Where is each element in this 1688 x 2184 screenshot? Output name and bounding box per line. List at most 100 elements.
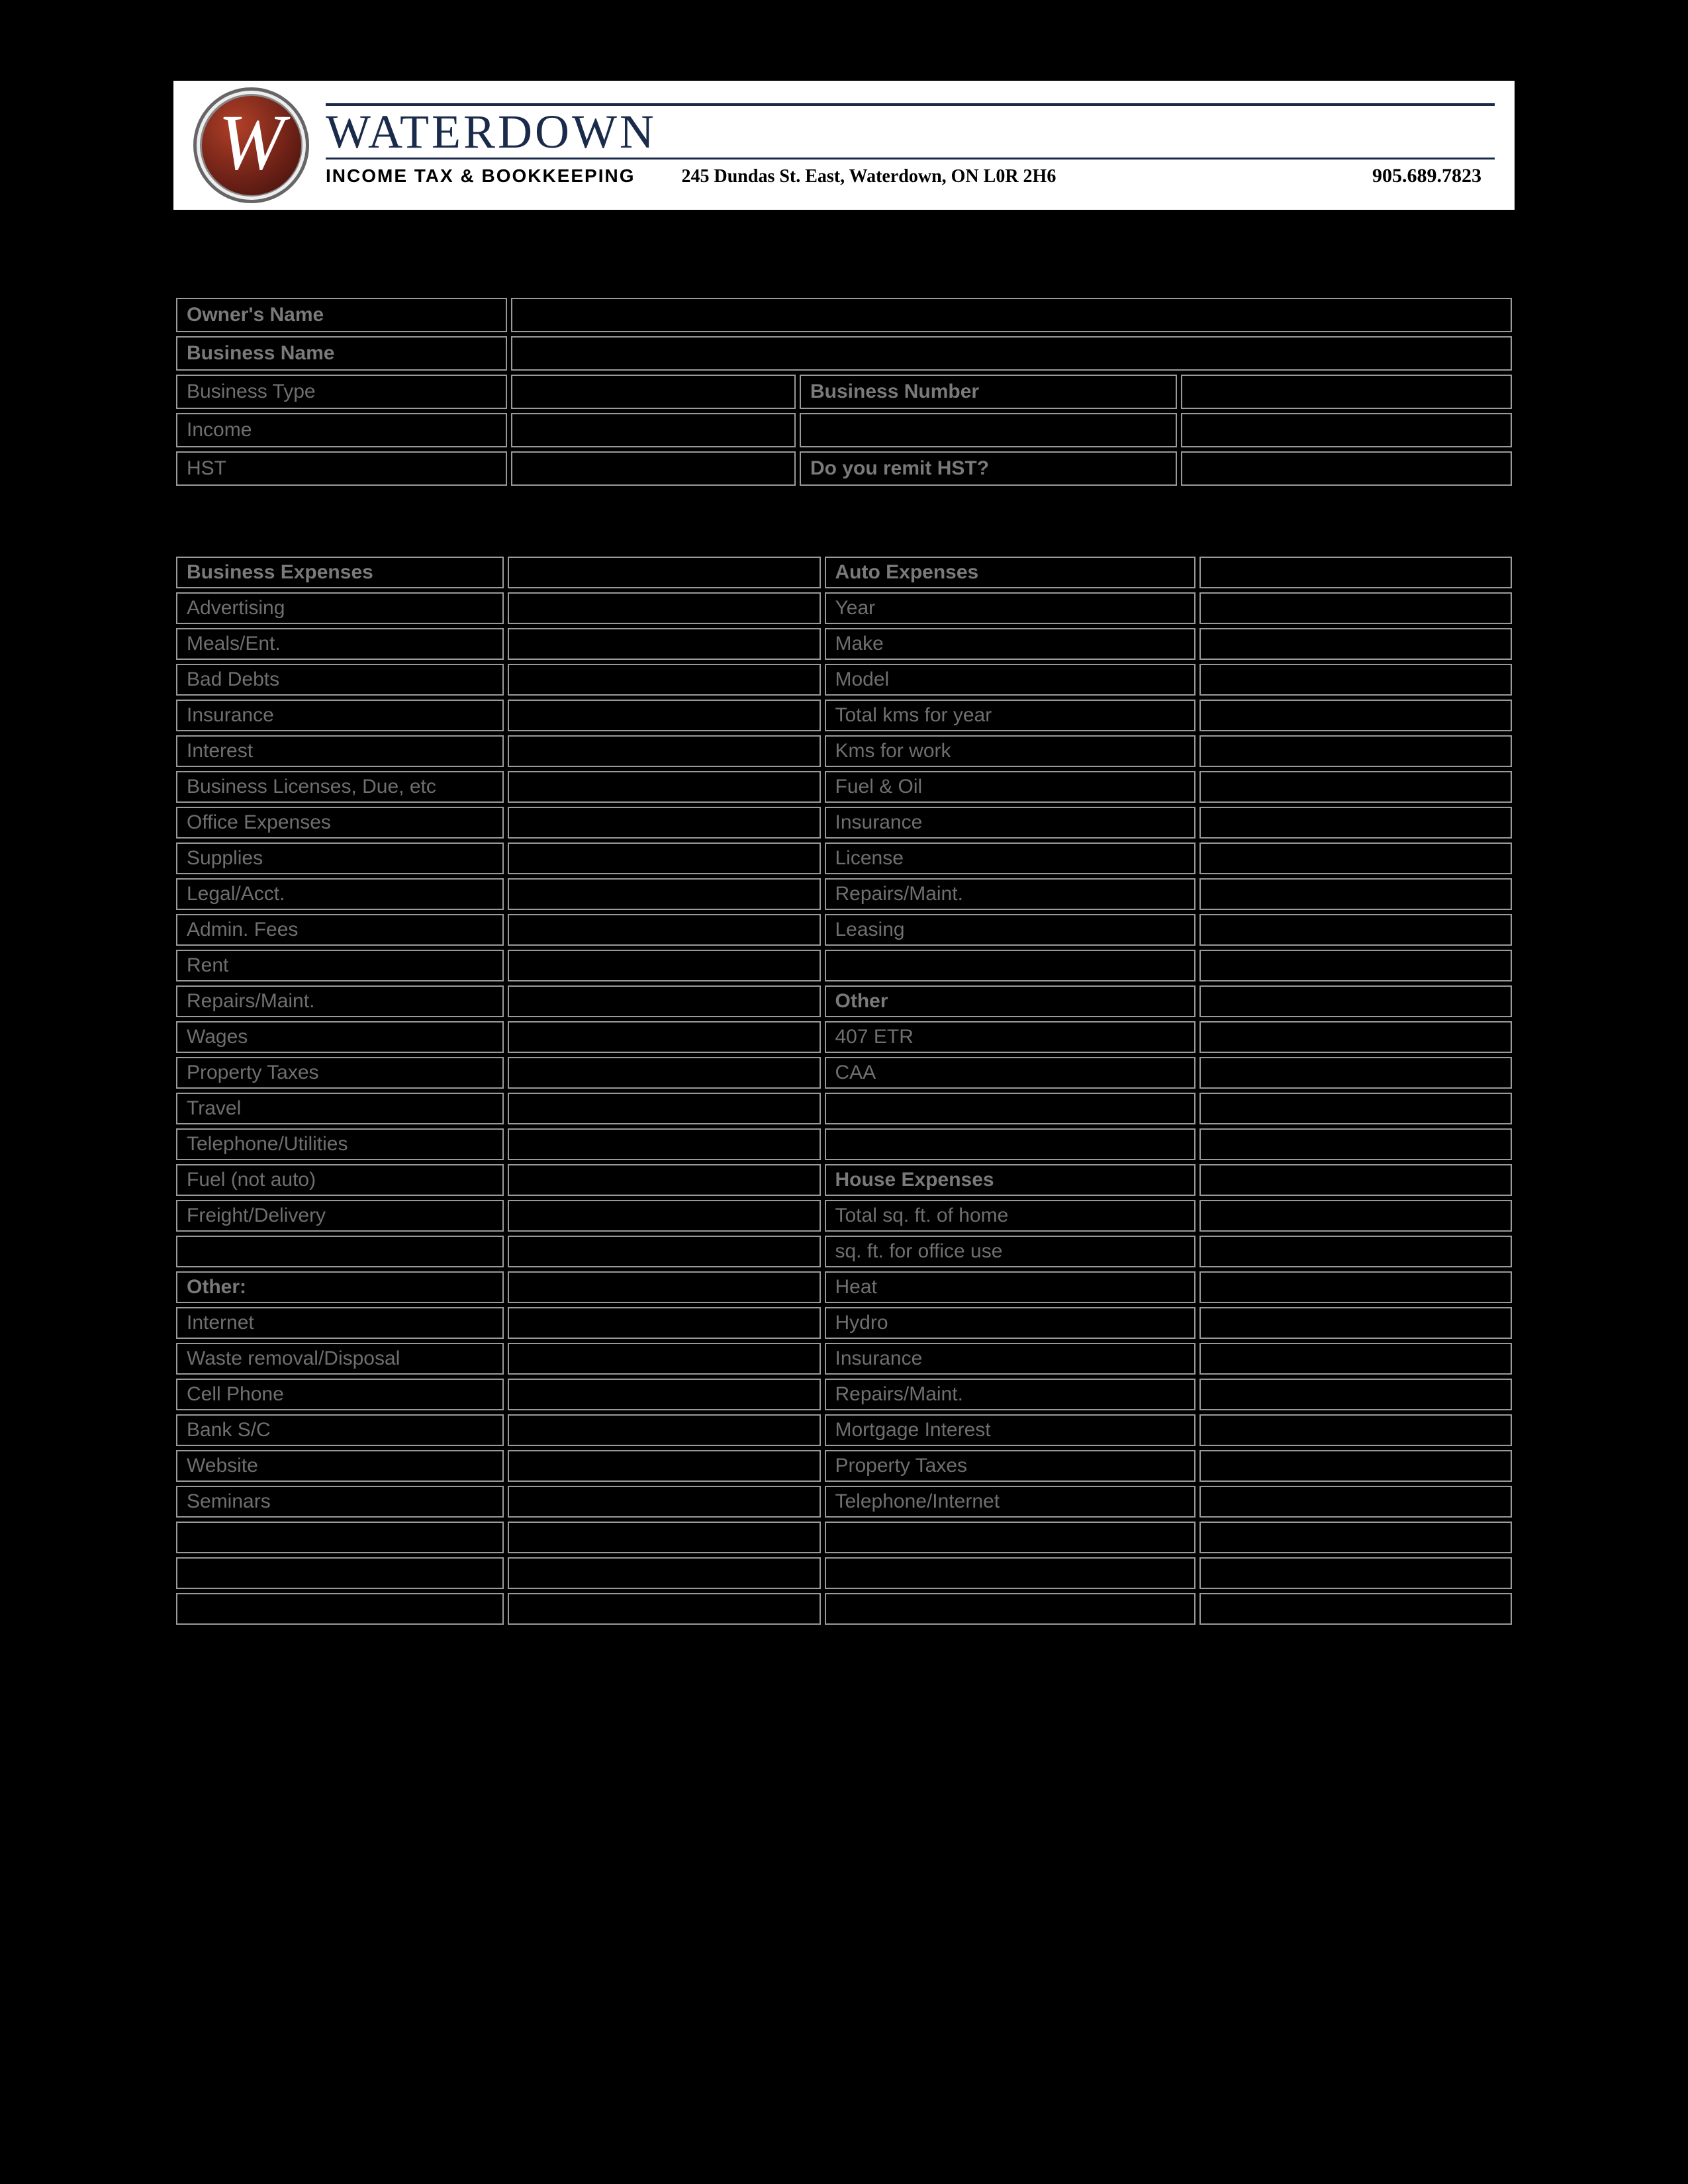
value-cell[interactable] bbox=[1199, 735, 1513, 767]
expense-label: Fuel (not auto) bbox=[176, 1164, 504, 1196]
value-cell[interactable] bbox=[1199, 1486, 1513, 1518]
table-row: AdvertisingYear bbox=[176, 592, 1512, 624]
value-cell[interactable] bbox=[1199, 807, 1513, 839]
value-cell[interactable] bbox=[1199, 1200, 1513, 1232]
expense-label: Hydro bbox=[825, 1307, 1196, 1339]
tagline: INCOME TAX & BOOKKEEPING bbox=[326, 165, 635, 187]
value-cell[interactable] bbox=[508, 914, 821, 946]
table-row: Bad DebtsModel bbox=[176, 664, 1512, 696]
value-cell[interactable] bbox=[1199, 842, 1513, 874]
value-cell[interactable] bbox=[1199, 1414, 1513, 1446]
header-house-expenses: House Expenses bbox=[825, 1164, 1196, 1196]
input-business-type[interactable] bbox=[511, 375, 796, 409]
table-row: Property TaxesCAA bbox=[176, 1057, 1512, 1089]
value-cell[interactable] bbox=[508, 807, 821, 839]
value-cell[interactable] bbox=[508, 1522, 821, 1553]
company-name: WATERDOWN bbox=[326, 107, 1495, 158]
expense-label: Property Taxes bbox=[825, 1450, 1196, 1482]
value-cell[interactable] bbox=[1199, 1057, 1513, 1089]
value-cell[interactable] bbox=[1199, 950, 1513, 981]
value-cell[interactable] bbox=[508, 1343, 821, 1375]
value-cell[interactable] bbox=[508, 1593, 821, 1625]
value-cell[interactable] bbox=[1199, 664, 1513, 696]
value-cell[interactable] bbox=[1199, 1128, 1513, 1160]
table-row: Owner's Name bbox=[176, 298, 1512, 332]
value-cell[interactable] bbox=[1199, 1557, 1513, 1589]
value-cell[interactable] bbox=[1199, 878, 1513, 910]
expense-label: Repairs/Maint. bbox=[825, 1379, 1196, 1410]
expense-label: Advertising bbox=[176, 592, 504, 624]
value-cell[interactable] bbox=[508, 1057, 821, 1089]
input-business-name[interactable] bbox=[511, 336, 1512, 371]
table-row: Repairs/Maint.Other bbox=[176, 985, 1512, 1017]
value-cell[interactable] bbox=[1199, 557, 1513, 588]
value-cell[interactable] bbox=[1199, 1450, 1513, 1482]
value-cell[interactable] bbox=[508, 700, 821, 731]
table-row: Travel bbox=[176, 1093, 1512, 1124]
expense-label: Insurance bbox=[176, 700, 504, 731]
value-cell[interactable] bbox=[1199, 1593, 1513, 1625]
value-cell[interactable] bbox=[508, 1271, 821, 1303]
value-cell[interactable] bbox=[1199, 628, 1513, 660]
value-cell[interactable] bbox=[508, 1021, 821, 1053]
value-cell[interactable] bbox=[1199, 1271, 1513, 1303]
value-cell[interactable] bbox=[1199, 592, 1513, 624]
expense-label: Waste removal/Disposal bbox=[176, 1343, 504, 1375]
value-cell[interactable] bbox=[1199, 985, 1513, 1017]
expense-label: Travel bbox=[176, 1093, 504, 1124]
expense-label: Office Expenses bbox=[176, 807, 504, 839]
input-owners-name[interactable] bbox=[511, 298, 1512, 332]
header-other-left: Other: bbox=[176, 1271, 504, 1303]
value-cell[interactable] bbox=[508, 1236, 821, 1267]
value-cell[interactable] bbox=[508, 878, 821, 910]
value-cell[interactable] bbox=[508, 664, 821, 696]
value-cell[interactable] bbox=[508, 842, 821, 874]
value-cell[interactable] bbox=[1199, 1343, 1513, 1375]
table-row: HST Do you remit HST? bbox=[176, 451, 1512, 486]
value-cell[interactable] bbox=[508, 985, 821, 1017]
label-hst: HST bbox=[176, 451, 507, 486]
expenses-table: Business ExpensesAuto ExpensesAdvertisin… bbox=[172, 553, 1516, 1629]
value-cell[interactable] bbox=[1199, 1379, 1513, 1410]
value-cell[interactable] bbox=[508, 1450, 821, 1482]
value-cell[interactable] bbox=[1199, 1021, 1513, 1053]
expense-label bbox=[176, 1236, 504, 1267]
value-cell[interactable] bbox=[1199, 1307, 1513, 1339]
input-income[interactable] bbox=[511, 413, 796, 447]
value-cell[interactable] bbox=[508, 557, 821, 588]
value-cell[interactable] bbox=[508, 1093, 821, 1124]
input-hst[interactable] bbox=[511, 451, 796, 486]
value-cell[interactable] bbox=[508, 1414, 821, 1446]
value-cell[interactable] bbox=[1199, 771, 1513, 803]
value-cell[interactable] bbox=[508, 1128, 821, 1160]
letterhead-text: WATERDOWN INCOME TAX & BOOKKEEPING 245 D… bbox=[326, 103, 1495, 187]
value-cell[interactable] bbox=[508, 1486, 821, 1518]
value-cell[interactable] bbox=[508, 735, 821, 767]
letterhead: W WATERDOWN INCOME TAX & BOOKKEEPING 245… bbox=[172, 79, 1516, 211]
value-cell[interactable] bbox=[1199, 914, 1513, 946]
value-cell[interactable] bbox=[1199, 1522, 1513, 1553]
expense-label: Make bbox=[825, 628, 1196, 660]
value-cell[interactable] bbox=[1199, 1164, 1513, 1196]
value-cell[interactable] bbox=[508, 771, 821, 803]
page: W WATERDOWN INCOME TAX & BOOKKEEPING 245… bbox=[0, 0, 1688, 2184]
value-cell[interactable] bbox=[508, 1200, 821, 1232]
input-business-number[interactable] bbox=[1181, 375, 1512, 409]
table-row: WebsiteProperty Taxes bbox=[176, 1450, 1512, 1482]
expense-label: Cell Phone bbox=[176, 1379, 504, 1410]
input-remit-hst[interactable] bbox=[1181, 451, 1512, 486]
value-cell[interactable] bbox=[508, 1379, 821, 1410]
value-cell[interactable] bbox=[508, 1164, 821, 1196]
value-cell[interactable] bbox=[1199, 700, 1513, 731]
value-cell[interactable] bbox=[508, 1307, 821, 1339]
value-cell[interactable] bbox=[508, 592, 821, 624]
value-cell[interactable] bbox=[508, 950, 821, 981]
value-cell[interactable] bbox=[508, 1557, 821, 1589]
header-business-expenses: Business Expenses bbox=[176, 557, 504, 588]
value-cell[interactable] bbox=[1199, 1093, 1513, 1124]
blank-cell[interactable] bbox=[1181, 413, 1512, 447]
expense-label: Meals/Ent. bbox=[176, 628, 504, 660]
value-cell[interactable] bbox=[1199, 1236, 1513, 1267]
blank-cell[interactable] bbox=[800, 413, 1177, 447]
value-cell[interactable] bbox=[508, 628, 821, 660]
